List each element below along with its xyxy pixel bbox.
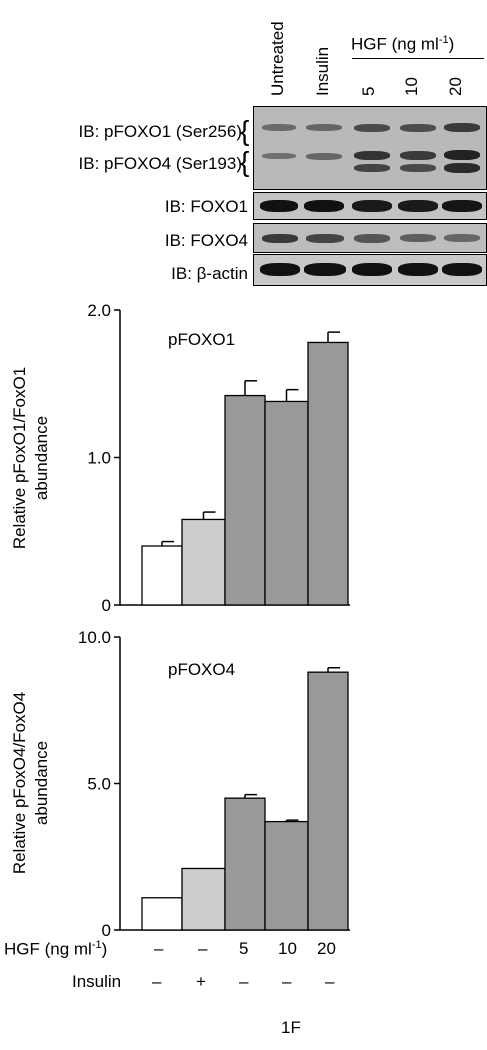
blot-image-phospho <box>253 106 487 190</box>
band <box>400 124 436 132</box>
y-axis-label: abundance <box>32 741 51 825</box>
blot-image-actin <box>253 254 487 286</box>
band <box>260 263 300 276</box>
insulin-value: – <box>282 972 292 991</box>
band <box>354 151 390 160</box>
blot-label-pfoxo4: IB: pFOXO4 (Ser193) <box>78 154 242 173</box>
hgf-value: – <box>154 939 164 958</box>
band <box>354 234 390 243</box>
hgf-header: HGF (ng ml-1) <box>351 34 455 54</box>
bar <box>181 867 226 931</box>
band <box>398 263 438 276</box>
chart-title: pFOXO4 <box>168 660 235 679</box>
brace-pfoxo4: { <box>240 146 250 177</box>
figure-label: 1F <box>281 1018 301 1037</box>
insulin-value: – <box>239 972 249 991</box>
band <box>262 153 296 159</box>
hgf-value: 5 <box>239 939 249 958</box>
bar <box>264 820 309 931</box>
blot-label-pfoxo1: IB: pFOXO1 (Ser256) <box>78 122 242 141</box>
blot-label-foxo4: IB: FOXO4 <box>164 231 248 250</box>
band <box>442 263 482 276</box>
y-tick-label: 0 <box>102 921 111 940</box>
blot-image-foxo1 <box>253 192 487 220</box>
y-axis-label: Relative pFoxO4/FoxO4 <box>10 692 29 874</box>
band <box>442 200 482 212</box>
bar <box>141 545 183 606</box>
band <box>304 200 344 212</box>
bar <box>264 400 309 606</box>
hgf-header-rule <box>352 58 484 59</box>
bar <box>307 341 349 606</box>
y-axis-label: abundance <box>32 416 51 500</box>
insulin-value: – <box>152 972 162 991</box>
band <box>306 153 342 160</box>
brace-pfoxo1: { <box>240 115 250 146</box>
band <box>306 234 344 243</box>
chart-title: pFOXO1 <box>168 330 235 349</box>
blot-image-foxo4 <box>253 223 487 253</box>
bar <box>224 797 266 931</box>
band <box>400 234 436 242</box>
insulin-treatment-label: Insulin <box>72 972 122 991</box>
hgf-value: 20 <box>317 939 336 958</box>
insulin-value: + <box>196 972 206 991</box>
bar <box>307 671 349 931</box>
insulin-value: – <box>325 972 335 991</box>
band <box>354 164 390 172</box>
band <box>354 124 390 132</box>
band <box>400 151 436 160</box>
hgf-value: 10 <box>278 939 297 958</box>
band <box>262 234 298 243</box>
band <box>444 163 480 173</box>
bar <box>181 518 226 606</box>
band <box>444 123 480 132</box>
blot-label-foxo1: IB: FOXO1 <box>164 197 248 216</box>
band <box>398 200 438 212</box>
band <box>260 200 298 212</box>
y-tick-label: 10.0 <box>78 628 111 647</box>
y-tick-label: 2.0 <box>87 301 111 320</box>
hgf-treatment-label: HGF (ng ml-1) <box>4 939 108 959</box>
band <box>306 124 342 131</box>
hgf-value: – <box>198 939 208 958</box>
band <box>352 200 392 212</box>
band <box>304 263 346 276</box>
band <box>352 263 392 276</box>
band <box>400 164 436 172</box>
band <box>262 124 296 131</box>
bar <box>141 897 183 931</box>
y-tick-label: 1.0 <box>87 449 111 468</box>
band <box>444 234 480 242</box>
bar <box>224 394 266 606</box>
y-tick-label: 0 <box>102 596 111 615</box>
band <box>444 150 480 160</box>
y-tick-label: 5.0 <box>87 775 111 794</box>
blot-label-actin: IB: β-actin <box>171 264 248 283</box>
y-axis-label: Relative pFoxO1/FoxO1 <box>10 367 29 549</box>
